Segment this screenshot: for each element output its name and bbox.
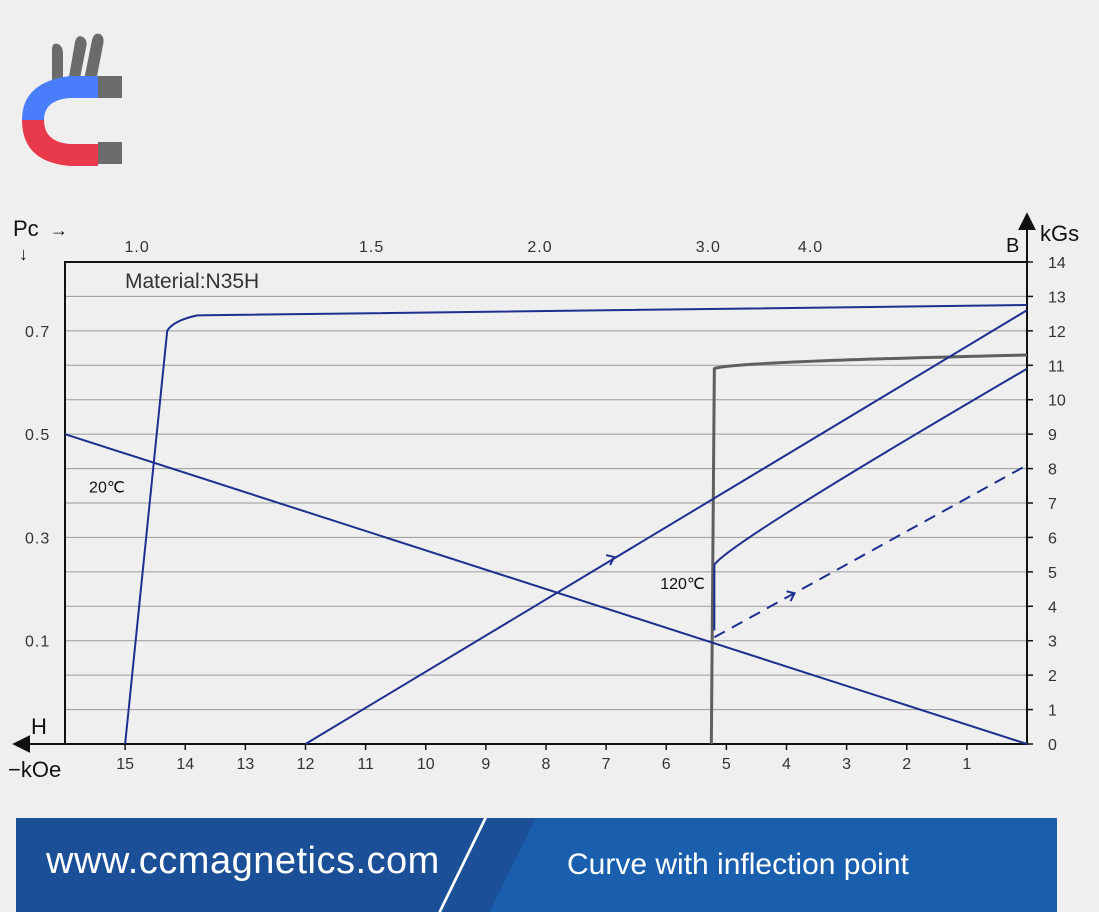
y-tick-label-14: 14: [1048, 255, 1066, 272]
x-tick-label-5: 5: [722, 756, 731, 773]
x-tick-label-3: 3: [842, 756, 851, 773]
banner-caption: Curve with inflection point: [567, 848, 909, 881]
demagnetization-chart: 15 14 13 12 11 10 9 8 7 6 5 4 3 2 10123456789101112131…: [8, 212, 1079, 782]
y-tick-label-5: 5: [1048, 565, 1057, 582]
x-tick-label-6: 6: [662, 756, 671, 773]
pc-tick-label-3: 0.7: [25, 324, 50, 341]
x-tick-label-1: 1: [962, 756, 971, 773]
y-tick-label-4: 4: [1048, 599, 1057, 616]
pc-tick-label-0: 0.1: [25, 634, 50, 651]
x-tick-label-7: 7: [602, 756, 611, 773]
y-tick-label-9: 9: [1048, 427, 1057, 444]
x-tick-label-2: 2: [902, 756, 911, 773]
x-tick-label-8: 8: [542, 756, 551, 773]
magnet-hand-logo: [18, 30, 128, 177]
pc-arrow-right: →: [50, 220, 68, 240]
series-load-line-1: [304, 309, 1028, 745]
y-tick-label-13: 13: [1048, 289, 1066, 306]
y-tick-label-2: 2: [1048, 668, 1057, 685]
x-tick-label-14: 14: [176, 756, 194, 773]
x-tick-label-9: 9: [481, 756, 490, 773]
x-tick-label-15: 15: [116, 756, 134, 773]
y-tick-label-6: 6: [1048, 530, 1057, 547]
x-axis-unit-label: −kOe: [8, 757, 61, 782]
series-120-: [709, 353, 1028, 745]
x-tick-label-11: 11: [357, 756, 374, 773]
x-tick-label-10: 10: [417, 756, 435, 773]
website-url[interactable]: www.ccmagnetics.com: [46, 840, 440, 882]
material-label: Material:N35H: [125, 270, 259, 293]
direction-chevron-load-line: [605, 554, 616, 566]
y-tick-label-7: 7: [1048, 496, 1057, 513]
pc-top-label-3: 3.0: [696, 239, 721, 256]
series-load-line-2: [64, 433, 1028, 745]
pc-axis-label: Pc: [13, 216, 39, 241]
x-tick-label-4: 4: [782, 756, 791, 773]
series-recoil-line: [713, 464, 1028, 639]
y-tick-label-10: 10: [1048, 393, 1066, 410]
grid-lines: [65, 261, 1027, 711]
tick-labels: 15 14 13 12 11 10 9 8 7 6 5 4 3 2 10123456789101112131…: [25, 239, 1066, 773]
pc-tick-label-2: 0.5: [25, 427, 50, 444]
pc-top-label-0: 1.0: [125, 239, 150, 256]
y-axis-label-b: B: [1006, 235, 1019, 257]
pc-top-label-2: 2.0: [527, 239, 552, 256]
y-tick-label-12: 12: [1048, 324, 1066, 341]
banner-left-panel: [16, 818, 536, 912]
direction-chevron-recoil: [786, 590, 796, 602]
pc-top-label-4: 4.0: [798, 239, 823, 256]
temp-label-0: 20℃: [89, 480, 125, 497]
pc-tick-label-1: 0.3: [25, 530, 50, 547]
series-120-knee: [713, 367, 1028, 631]
x-tick-label-13: 13: [236, 756, 254, 773]
y-tick-label-11: 11: [1048, 358, 1065, 375]
footer-banner: www.ccmagnetics.com Curve with inflectio…: [16, 818, 1057, 912]
y-tick-label-3: 3: [1048, 634, 1057, 651]
y-tick-label-8: 8: [1048, 462, 1057, 479]
temp-label-1: 120℃: [660, 576, 705, 593]
y-tick-label-0: 0: [1048, 737, 1057, 754]
series-20-: [124, 304, 1028, 745]
pc-arrow-down: ↓: [19, 244, 28, 264]
axes: [12, 212, 1036, 753]
x-axis-label-h: H: [31, 714, 47, 739]
pc-top-label-1: 1.5: [359, 239, 384, 256]
y-tick-label-1: 1: [1048, 703, 1057, 720]
curves: [64, 304, 1028, 745]
x-tick-label-12: 12: [297, 756, 315, 773]
y-axis-unit-label: kGs: [1040, 221, 1079, 246]
